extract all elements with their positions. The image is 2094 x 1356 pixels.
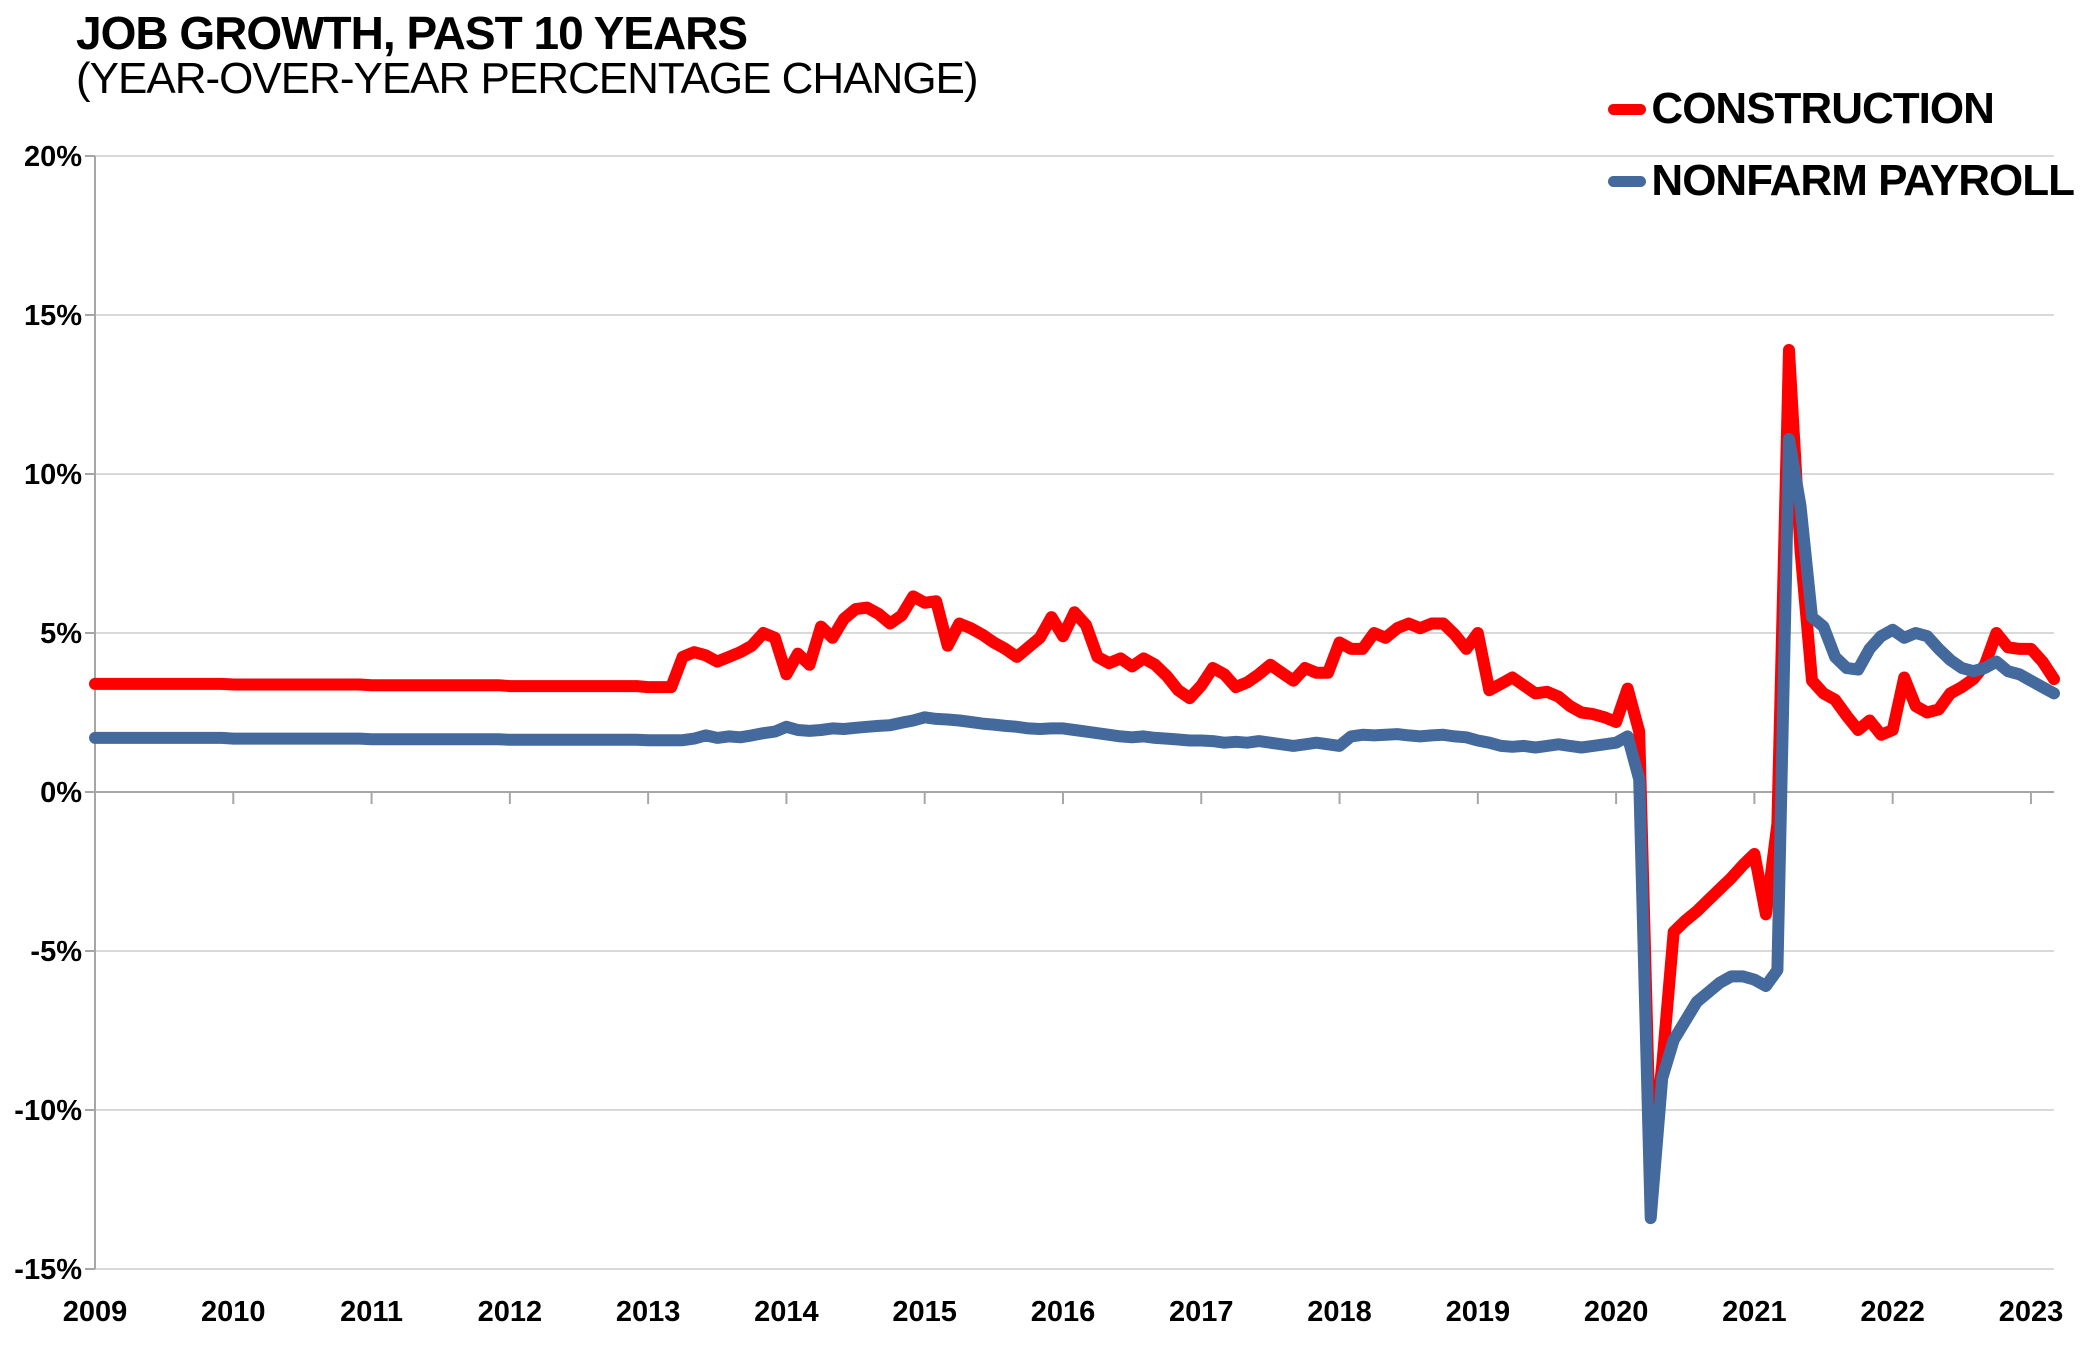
x-axis-label: 2013 — [616, 1296, 681, 1328]
y-axis-label: 0% — [40, 777, 82, 809]
nonfarm-payroll-line — [89, 433, 2060, 1225]
x-axis-label: 2009 — [63, 1296, 128, 1328]
x-axis-label: 2023 — [1999, 1296, 2064, 1328]
x-axis-label: 2010 — [201, 1296, 266, 1328]
y-axis-label: 5% — [40, 618, 82, 650]
x-axis-label: 2022 — [1860, 1296, 1925, 1328]
y-axis-label: -10% — [14, 1095, 82, 1127]
x-axis-label: 2017 — [1169, 1296, 1234, 1328]
x-axis-label: 2019 — [1446, 1296, 1511, 1328]
chart-title: JOB GROWTH, PAST 10 YEARS — [76, 7, 748, 59]
x-axis-label: 2012 — [478, 1296, 543, 1328]
nonfarm-payroll-line-swatch-icon — [1608, 175, 1647, 187]
legend-label-nonfarm-payroll: NONFARM PAYROLL — [1651, 156, 2075, 205]
y-axis-label: -15% — [14, 1254, 82, 1286]
x-axis-label: 2021 — [1722, 1296, 1787, 1328]
x-axis-label: 2011 — [340, 1296, 403, 1328]
y-axis-label: -5% — [30, 936, 82, 968]
x-axis-label: 2015 — [892, 1296, 957, 1328]
y-axis-label: 15% — [24, 300, 82, 332]
x-axis-label: 2018 — [1307, 1296, 1372, 1328]
legend-item-nonfarm-payroll: NONFARM PAYROLL — [1608, 156, 2075, 206]
legend: CONSTRUCTION NONFARM PAYROLL — [1608, 84, 2075, 206]
x-axis-label: 2014 — [754, 1296, 819, 1328]
construction-line — [89, 344, 2060, 1171]
x-axis-label: 2016 — [1031, 1296, 1096, 1328]
y-axis-label: 10% — [24, 459, 82, 491]
legend-item-construction: CONSTRUCTION — [1608, 84, 1995, 134]
x-axis-label: 2020 — [1584, 1296, 1649, 1328]
y-axis-label: 20% — [24, 141, 82, 173]
chart-subtitle: (YEAR-OVER-YEAR PERCENTAGE CHANGE) — [76, 54, 979, 103]
construction-line-swatch-icon — [1608, 103, 1647, 115]
legend-label-construction: CONSTRUCTION — [1651, 84, 1994, 133]
